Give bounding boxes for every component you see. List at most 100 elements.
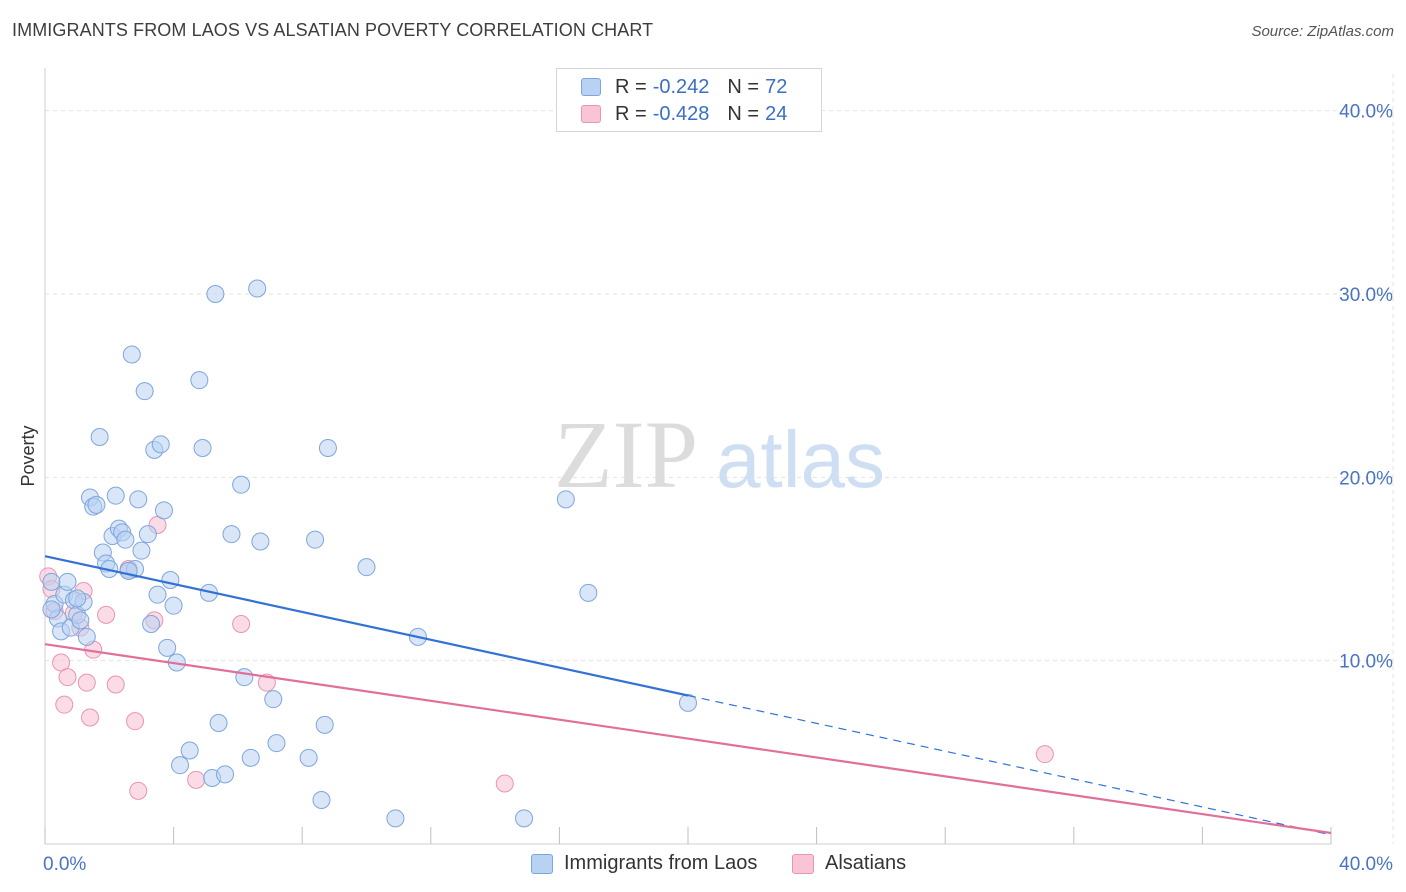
data-point-laos [679,693,697,712]
data-point-alsatians [55,695,74,714]
legend-r-value: -0.242 [652,75,710,98]
y-tick-label: 10.0% [1339,652,1393,673]
legend-swatch-laos [581,78,601,96]
legend-n-label: N = [727,75,760,98]
series-laos-points [42,279,697,828]
y-tick-label: 30.0% [1339,285,1393,306]
data-point-laos [318,439,337,457]
data-point-laos [42,572,61,591]
data-point-laos [312,791,331,809]
data-point-laos [216,765,235,784]
data-point-laos [267,734,286,753]
series-legend: Immigrants from Laos Alsatians [0,852,1406,878]
series-legend-label-laos: Immigrants from Laos [564,852,758,874]
grid-lines [45,74,1394,844]
series-legend-label-alsatians: Alsatians [825,852,907,874]
axes [44,68,1332,845]
data-point-laos [306,530,325,549]
data-point-laos [235,668,254,687]
data-point-laos [232,475,251,494]
data-point-laos [71,611,90,630]
source-label: Source: ZipAtlas.com [1251,23,1394,40]
data-point-laos [248,279,267,298]
data-point-laos [77,627,96,646]
data-point-alsatians [187,770,206,789]
legend-row-alsatians: R = -0.428 N = 24 [581,101,787,127]
series-legend-laos: Immigrants from Laos [531,852,757,875]
watermark-atlas: atlas [716,415,885,504]
legend-n-value: 24 [765,102,788,125]
data-point-alsatians [81,708,100,727]
legend-r-label: R = [615,102,647,125]
data-point-alsatians [77,673,96,692]
data-point-laos [122,345,141,364]
chart-title: IMMIGRANTS FROM LAOS VS ALSATIAN POVERTY… [12,20,654,40]
x-tick-label-min: 0.0% [43,854,86,875]
data-point-laos [190,371,209,390]
trend-line-laos-extension [687,694,1332,836]
legend-row-laos: R = -0.242 N = 72 [581,74,787,100]
series-legend-alsatians: Alsatians [792,852,906,875]
legend-n-value: 72 [765,75,788,98]
data-point-laos [180,741,199,760]
data-point-laos [154,501,173,520]
data-point-laos [209,714,228,732]
series-legend-swatch-alsatians [792,853,814,874]
data-point-laos [129,490,148,509]
data-point-alsatians [495,774,514,793]
legend: R = -0.242 N = 72 R = -0.428 N = 24 [556,68,822,132]
trend-line-laos [44,555,689,697]
data-point-laos [264,690,283,709]
y-tick-label: 40.0% [1339,102,1393,123]
data-point-alsatians [1035,745,1054,764]
data-point-laos [515,809,534,828]
data-point-laos [386,809,405,828]
data-point-laos [171,756,190,775]
tick-labels: 10.0% 20.0% 30.0% 40.0% 0.0% 40.0% [43,102,1393,875]
data-point-laos [138,525,157,544]
data-point-laos [58,572,77,591]
data-point-laos [299,748,318,767]
watermark: ZIP atlas [554,401,885,508]
legend-r-label: R = [615,75,647,98]
data-point-laos [251,532,270,551]
data-point-laos [119,561,138,580]
trend-lines [44,555,1332,836]
data-point-alsatians [129,781,148,800]
data-point-laos [222,525,241,544]
x-tick-label-max: 40.0% [1339,854,1393,875]
data-point-laos [135,382,154,401]
data-point-laos [142,615,161,633]
trend-line-alsatians [44,643,1332,835]
y-axis-label: Poverty [18,425,38,486]
watermark-zip: ZIP [554,401,698,508]
data-point-laos [241,748,260,767]
legend-swatch-alsatians [581,105,601,123]
data-point-laos [132,541,151,560]
data-point-laos [206,285,225,303]
data-point-laos [158,638,177,657]
data-point-laos [68,589,87,608]
data-point-laos [556,490,575,509]
y-tick-label: 20.0% [1339,468,1393,489]
legend-r-value: -0.428 [652,102,710,125]
data-point-laos [193,439,212,457]
data-point-laos [106,486,125,505]
data-point-laos [161,571,180,589]
series-legend-swatch-laos [531,853,553,874]
data-point-laos [164,596,183,615]
legend-n-label: N = [727,102,760,125]
data-point-laos [579,583,598,602]
data-point-laos [148,585,167,604]
data-point-laos [357,558,376,577]
data-point-laos [42,600,61,619]
data-point-alsatians [126,712,145,731]
data-point-laos [90,428,109,446]
data-point-laos [315,715,334,734]
data-point-alsatians [97,605,116,624]
data-point-alsatians [232,615,251,633]
data-point-laos [116,530,135,549]
data-point-laos [151,435,170,454]
data-point-alsatians [106,675,125,694]
